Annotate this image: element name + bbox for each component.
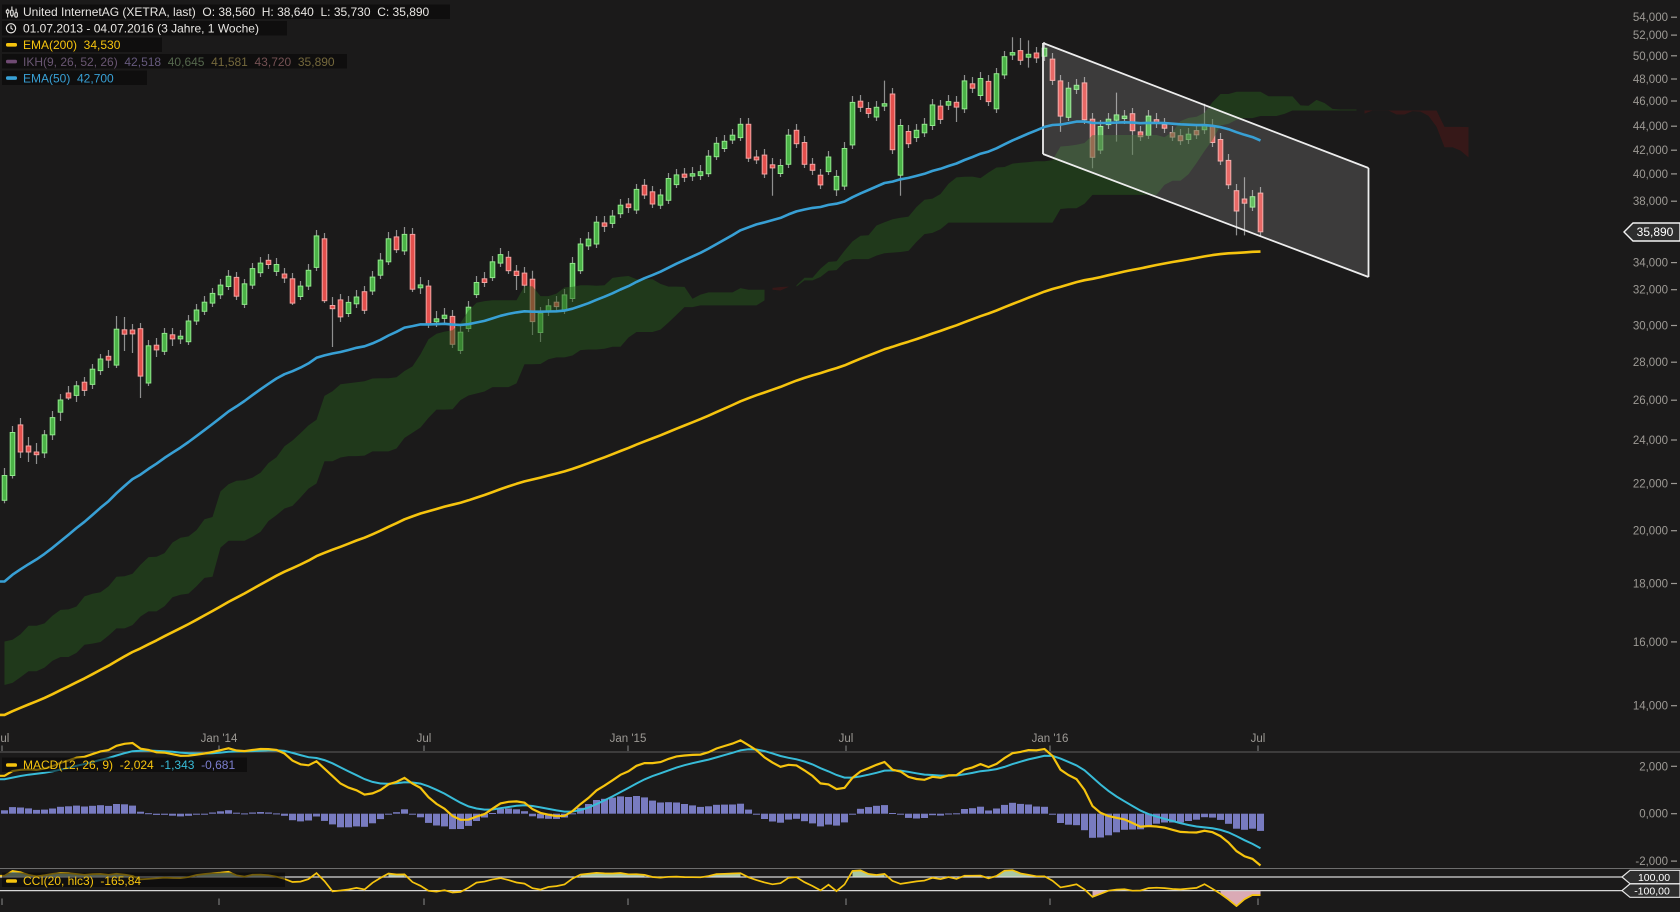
svg-text:CCI(20, hlc3) -165,84: CCI(20, hlc3) -165,84: [23, 874, 141, 888]
svg-text:Jul: Jul: [0, 733, 9, 745]
svg-text:26,000: 26,000: [1633, 395, 1668, 407]
svg-text:52,000: 52,000: [1633, 30, 1668, 42]
svg-text:United InternetAG (XETRA, last: United InternetAG (XETRA, last) O: 38,56…: [23, 5, 430, 19]
svg-text:20,000: 20,000: [1633, 526, 1668, 538]
svg-text:-100,00: -100,00: [1634, 885, 1670, 897]
svg-text:Jul: Jul: [417, 733, 432, 745]
svg-text:Jan '15: Jan '15: [610, 733, 647, 745]
svg-text:48,000: 48,000: [1633, 74, 1668, 86]
svg-text:44,000: 44,000: [1633, 121, 1668, 133]
svg-text:100,00: 100,00: [1638, 872, 1670, 884]
svg-text:MACD(12, 26, 9) -2,024 -1,34: MACD(12, 26, 9) -2,024 -1,343 -0,681: [23, 758, 235, 772]
svg-text:22,000: 22,000: [1633, 479, 1668, 491]
svg-text:54,000: 54,000: [1633, 12, 1668, 24]
svg-text:18,000: 18,000: [1633, 579, 1668, 591]
svg-text:01.07.2013 - 04.07.2016 (3 Jah: 01.07.2013 - 04.07.2016 (3 Jahre, 1 Woch…: [23, 22, 259, 36]
svg-text:-2,000: -2,000: [1635, 856, 1668, 868]
svg-text:Jan '14: Jan '14: [201, 733, 238, 745]
svg-text:EMA(200) 34,530: EMA(200) 34,530: [23, 38, 121, 52]
svg-text:46,000: 46,000: [1633, 96, 1668, 108]
svg-text:EMA(50) 42,700: EMA(50) 42,700: [23, 71, 114, 85]
svg-text:42,000: 42,000: [1633, 145, 1668, 157]
svg-text:IKH(9, 26, 52, 26) 42,518 40: IKH(9, 26, 52, 26) 42,518 40,645 41,581 …: [23, 55, 335, 69]
svg-text:34,000: 34,000: [1633, 258, 1668, 270]
svg-text:28,000: 28,000: [1633, 357, 1668, 369]
svg-text:50,000: 50,000: [1633, 51, 1668, 63]
svg-text:Jul: Jul: [1251, 733, 1266, 745]
svg-text:0,000: 0,000: [1639, 809, 1668, 821]
svg-text:40,000: 40,000: [1633, 169, 1668, 181]
svg-text:16,000: 16,000: [1633, 637, 1668, 649]
svg-text:35,890: 35,890: [1637, 225, 1674, 239]
svg-text:24,000: 24,000: [1633, 435, 1668, 447]
svg-text:14,000: 14,000: [1633, 701, 1668, 713]
svg-text:38,000: 38,000: [1633, 196, 1668, 208]
svg-text:Jul: Jul: [839, 733, 854, 745]
svg-text:30,000: 30,000: [1633, 321, 1668, 333]
svg-text:2,000: 2,000: [1639, 761, 1668, 773]
svg-text:Jan '16: Jan '16: [1032, 733, 1069, 745]
svg-text:32,000: 32,000: [1633, 285, 1668, 297]
